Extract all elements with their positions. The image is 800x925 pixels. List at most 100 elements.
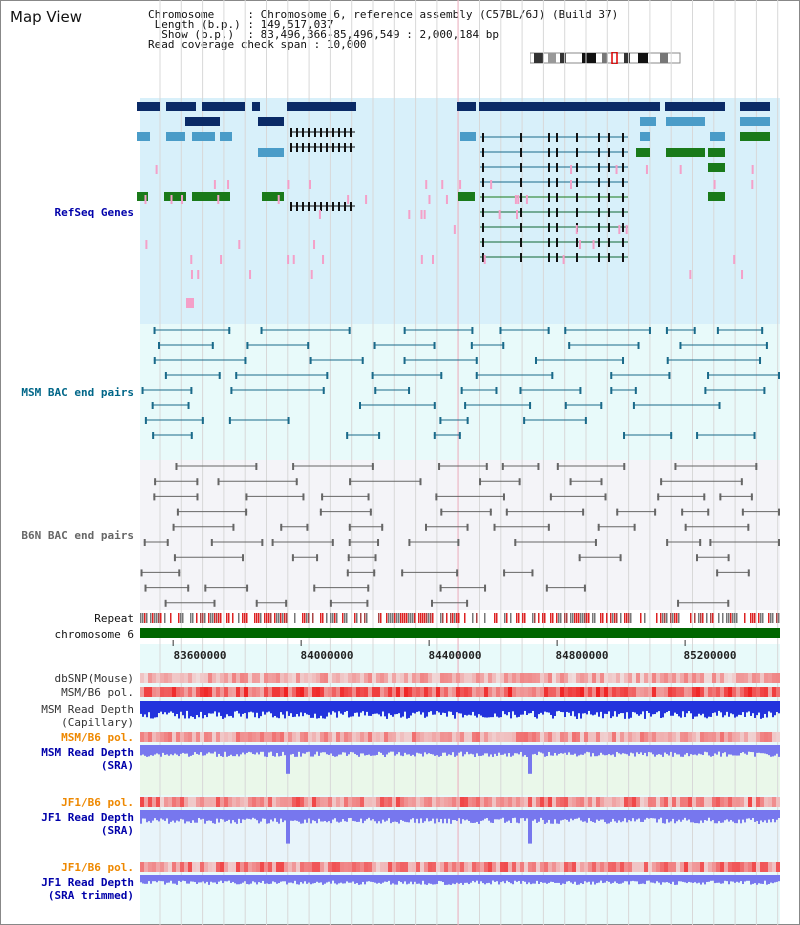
heat-cell xyxy=(156,673,160,683)
depth-bar xyxy=(648,875,650,881)
b6n-bac-track-label[interactable]: B6N BAC end pairs xyxy=(4,529,134,542)
depth-bar xyxy=(620,701,622,714)
repeat-mark xyxy=(700,613,702,623)
depth-bar xyxy=(290,810,292,821)
heat-cell xyxy=(688,687,692,697)
heat-cell xyxy=(352,732,356,742)
heat-cell xyxy=(472,687,476,697)
heat-cell xyxy=(168,673,172,683)
heat-cell xyxy=(308,862,312,872)
heat-cell xyxy=(152,797,156,807)
repeat-mark xyxy=(156,613,158,623)
repeat-mark xyxy=(408,613,410,623)
heat-cell xyxy=(592,797,596,807)
depth-bar xyxy=(398,875,400,882)
gene-exon xyxy=(622,253,624,262)
heat-cell xyxy=(304,673,308,683)
depth-bar xyxy=(696,745,698,756)
depth-bar xyxy=(768,701,770,712)
depth-bar xyxy=(732,875,734,882)
depth-bar xyxy=(184,745,186,754)
heat-cell xyxy=(360,732,364,742)
bac-end xyxy=(564,327,567,334)
depth-bar xyxy=(644,875,646,885)
heat-cell xyxy=(404,687,408,697)
depth-bar xyxy=(346,875,348,882)
heat-cell xyxy=(428,797,432,807)
heat-cell xyxy=(716,673,720,683)
depth-bar xyxy=(672,810,674,819)
bac-end xyxy=(716,327,719,334)
bac-end xyxy=(348,327,351,334)
heat-cell xyxy=(160,862,164,872)
depth-bar xyxy=(348,745,350,755)
depth-bar xyxy=(602,810,604,820)
heat-cell xyxy=(212,797,216,807)
depth-bar xyxy=(442,701,444,713)
repeat-mark xyxy=(628,613,630,623)
heat-cell xyxy=(284,862,288,872)
repeat-mark xyxy=(710,613,712,623)
repeat-mark xyxy=(694,613,696,623)
heat-cell xyxy=(296,687,300,697)
depth-bar xyxy=(396,745,398,755)
refseq-label-text: RefSeq Genes xyxy=(54,206,134,219)
depth-bar xyxy=(278,810,280,824)
depth-bar xyxy=(442,745,444,753)
depth-bar xyxy=(588,810,590,819)
gene-exon xyxy=(622,148,624,157)
heat-cell xyxy=(168,687,172,697)
gene-exon xyxy=(548,193,550,202)
depth-bar xyxy=(182,701,184,716)
heat-cell xyxy=(272,732,276,742)
bac-end xyxy=(433,402,436,409)
gene-exon xyxy=(350,128,352,137)
heat-cell xyxy=(716,732,720,742)
heat-cell xyxy=(752,797,756,807)
depth-bar xyxy=(502,810,504,818)
depth-bar xyxy=(188,810,190,822)
depth-bar xyxy=(522,875,524,881)
chromosome-ideogram[interactable] xyxy=(530,52,682,64)
repeat-mark xyxy=(754,613,756,623)
depth-bar xyxy=(466,701,468,716)
refseq-track-label[interactable]: RefSeq Genes xyxy=(10,206,134,219)
repeat-mark xyxy=(432,613,434,623)
depth-bar xyxy=(224,875,226,882)
depth-bar xyxy=(190,745,192,756)
heat-cell xyxy=(368,687,372,697)
bac-end xyxy=(401,569,404,577)
depth-bar xyxy=(332,745,334,756)
depth-bar xyxy=(624,810,626,819)
bac-end xyxy=(716,569,719,577)
heat-cell xyxy=(244,673,248,683)
depth-bar xyxy=(666,745,668,755)
depth-bar xyxy=(292,745,294,754)
heat-cell xyxy=(228,687,232,697)
depth-bar xyxy=(670,701,672,716)
heat-cell xyxy=(440,797,444,807)
bac-end xyxy=(433,432,436,439)
depth-bar xyxy=(454,810,456,821)
gene-minor-feature xyxy=(155,165,158,174)
gene-exon xyxy=(548,208,550,217)
repeat-mark xyxy=(378,613,380,623)
depth-bar xyxy=(538,810,540,822)
depth-bar xyxy=(310,701,312,718)
heat-cell xyxy=(696,732,700,742)
depth-bar xyxy=(380,701,382,717)
repeat-mark xyxy=(312,613,314,623)
depth-bar xyxy=(242,810,244,820)
repeat-mark xyxy=(320,613,322,623)
heat-cell xyxy=(488,673,492,683)
depth-bar xyxy=(590,745,592,757)
msm-bac-track-label[interactable]: MSM BAC end pairs xyxy=(4,386,134,399)
gene-minor-feature xyxy=(615,165,618,174)
heat-cell xyxy=(712,673,716,683)
depth-bar xyxy=(628,875,630,885)
depth-bar xyxy=(392,875,394,884)
depth-bar xyxy=(482,701,484,718)
depth-bar xyxy=(250,875,252,884)
depth-bar xyxy=(754,810,756,822)
depth-bar xyxy=(762,875,764,884)
